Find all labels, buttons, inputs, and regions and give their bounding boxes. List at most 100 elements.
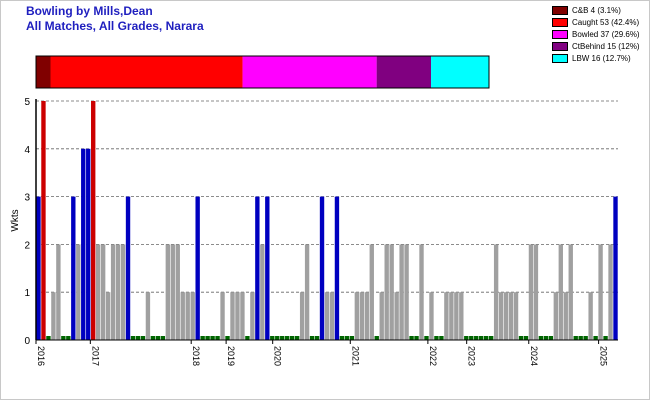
bar xyxy=(180,292,185,340)
bar xyxy=(299,292,305,340)
bar xyxy=(81,148,86,340)
bar xyxy=(404,244,409,340)
bar-zero xyxy=(593,336,598,340)
bar-zero xyxy=(314,336,320,340)
bar-zero xyxy=(434,336,439,340)
bar xyxy=(120,244,126,340)
bar xyxy=(110,244,116,340)
bar xyxy=(568,244,573,340)
bar xyxy=(91,101,96,340)
bar-zero xyxy=(245,336,250,340)
bar xyxy=(608,244,613,340)
bar xyxy=(195,196,200,340)
legend-label: CtBehind 15 (12%) xyxy=(572,42,640,51)
legend-item-caught: Caught 53 (42.4%) xyxy=(552,17,640,28)
bar xyxy=(553,292,559,340)
y-tick-label: 1 xyxy=(24,288,30,299)
bar-zero xyxy=(349,336,355,340)
bar-zero xyxy=(479,336,484,340)
x-tick-label: 2017 xyxy=(90,346,100,366)
bar-zero xyxy=(474,336,479,340)
bar-zero xyxy=(583,336,588,340)
legend-label: Caught 53 (42.4%) xyxy=(572,18,640,27)
x-tick-label: 2025 xyxy=(599,346,609,366)
bar xyxy=(369,244,374,340)
x-tick-label: 2021 xyxy=(350,346,360,366)
bar xyxy=(220,292,225,340)
y-tick-label: 4 xyxy=(24,145,30,156)
bar-zero xyxy=(210,336,215,340)
bar xyxy=(558,244,563,340)
bar xyxy=(105,292,111,340)
bar xyxy=(41,101,46,340)
bar xyxy=(563,292,568,340)
bar-zero xyxy=(289,336,295,340)
bar-zero xyxy=(150,336,156,340)
bar xyxy=(449,292,454,340)
x-tick-label: 2016 xyxy=(36,346,46,366)
y-tick-label: 3 xyxy=(24,193,30,204)
bar xyxy=(115,244,121,340)
bar-zero xyxy=(469,336,474,340)
bar xyxy=(588,292,593,340)
dismissal-bar-outline xyxy=(35,55,490,89)
bar-zero xyxy=(66,336,71,340)
bar xyxy=(613,196,618,340)
legend-item-lbw: LBW 16 (12.7%) xyxy=(552,53,640,64)
bar-zero xyxy=(523,336,529,340)
bar xyxy=(86,148,91,340)
bar xyxy=(389,244,394,340)
bar-zero xyxy=(488,336,494,340)
bar-zero xyxy=(61,336,66,340)
bar-zero xyxy=(578,336,583,340)
bar xyxy=(598,244,603,340)
x-tick-label: 2019 xyxy=(226,346,236,366)
bar xyxy=(255,196,260,340)
x-tick-label: 2022 xyxy=(428,346,438,366)
x-tick-label: 2024 xyxy=(529,346,539,366)
bar xyxy=(71,196,76,340)
bar-zero xyxy=(200,336,205,340)
bar-zero xyxy=(538,336,544,340)
bar-zero xyxy=(374,336,379,340)
bar-zero xyxy=(130,336,136,340)
legend-item-cnb: C&B 4 (3.1%) xyxy=(552,5,640,16)
bar-zero xyxy=(339,336,345,340)
bar-zero xyxy=(275,336,280,340)
bar xyxy=(394,292,399,340)
bar-zero xyxy=(215,336,220,340)
bar-zero xyxy=(225,336,230,340)
legend-label: C&B 4 (3.1%) xyxy=(572,6,621,15)
bar xyxy=(175,244,180,340)
bar-zero xyxy=(205,336,210,340)
bar-zero xyxy=(573,336,578,340)
bar-zero xyxy=(464,336,469,340)
bar-zero xyxy=(424,336,429,340)
bar xyxy=(329,292,335,340)
legend-item-bowled: Bowled 37 (29.6%) xyxy=(552,29,640,40)
bar-zero xyxy=(46,336,51,340)
bar-zero xyxy=(270,336,275,340)
bar-zero xyxy=(603,336,608,340)
bar xyxy=(319,196,325,340)
bar xyxy=(76,244,81,340)
dismissal-segment xyxy=(242,56,377,88)
bar xyxy=(36,196,41,340)
bar xyxy=(56,244,61,340)
legend-swatch xyxy=(552,42,568,51)
x-tick-label: 2020 xyxy=(273,346,283,366)
bar xyxy=(265,196,270,340)
bar-zero xyxy=(344,336,350,340)
bar xyxy=(364,292,369,340)
bar xyxy=(399,244,404,340)
bar-zero xyxy=(409,336,414,340)
bar xyxy=(240,292,245,340)
legend-label: LBW 16 (12.7%) xyxy=(572,54,631,63)
bar xyxy=(533,244,539,340)
bar-zero xyxy=(414,336,419,340)
bar xyxy=(125,196,131,340)
chart-title: Bowling by Mills,Dean xyxy=(26,4,153,18)
bar xyxy=(170,244,175,340)
legend: C&B 4 (3.1%) Caught 53 (42.4%) Bowled 37… xyxy=(552,5,640,65)
bar xyxy=(51,292,56,340)
